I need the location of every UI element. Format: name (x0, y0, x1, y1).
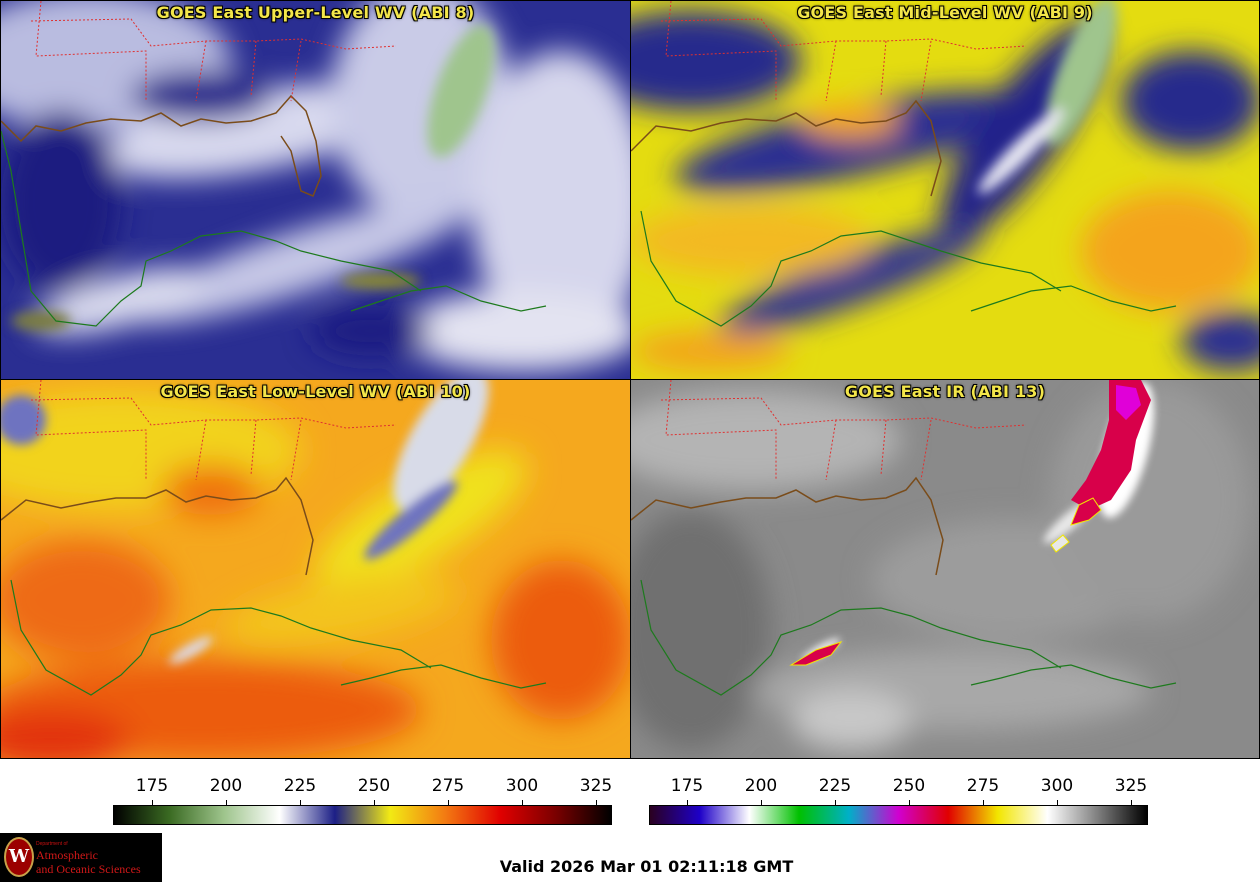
colorbar-tick-mark (761, 800, 762, 805)
upper-level-wv-image (1, 1, 630, 379)
panel-title: GOES East Mid-Level WV (ABI 9) (797, 3, 1093, 22)
colorbar-tick-mark (909, 800, 910, 805)
logo-line-1: Atmospheric (36, 848, 98, 862)
colorbar-tick-mark (374, 800, 375, 805)
colorbar-tick-mark (226, 800, 227, 805)
colorbar-tick-label: 300 (505, 776, 539, 796)
aos-logo: W Department of Atmospheric and Oceanic … (0, 833, 162, 882)
colorbar-tick-label: 175 (670, 776, 704, 796)
colorbar-tick-mark (835, 800, 836, 805)
colorbar-tick-mark (983, 800, 984, 805)
logo-dept-line: Department of (36, 841, 68, 847)
panel-title: GOES East Low-Level WV (ABI 10) (160, 382, 471, 401)
logo-line-2: and Oceanic Sciences (36, 862, 141, 876)
uw-seal-icon: W (4, 837, 34, 877)
colorbar-tick-mark (1057, 800, 1058, 805)
ir-colorbar (649, 805, 1148, 825)
colorbar-tick-label: 325 (1114, 776, 1148, 796)
panel-low-level-wv: GOES East Low-Level WV (ABI 10) (0, 379, 631, 759)
colorbar-tick-mark (1131, 800, 1132, 805)
mid-level-wv-image (631, 1, 1259, 379)
valid-time: Valid 2026 Mar 01 02:11:18 GMT (499, 857, 794, 876)
panel-upper-level-wv: GOES East Upper-Level WV (ABI 8) (0, 0, 631, 380)
panel-ir: GOES East IR (ABI 13) (630, 379, 1260, 759)
colorbar-tick-label: 275 (966, 776, 1000, 796)
colorbar-tick-label: 200 (744, 776, 778, 796)
colorbar-tick-mark (300, 800, 301, 805)
ir-image (631, 380, 1259, 758)
colorbar-tick-label: 200 (209, 776, 243, 796)
low-level-wv-image (1, 380, 630, 758)
colorbar-tick-label: 275 (431, 776, 465, 796)
colorbar-tick-label: 250 (892, 776, 926, 796)
colorbar-tick-label: 225 (818, 776, 852, 796)
panel-mid-level-wv: GOES East Mid-Level WV (ABI 9) (630, 0, 1260, 380)
colorbar-tick-mark (152, 800, 153, 805)
panel-title: GOES East Upper-Level WV (ABI 8) (156, 3, 475, 22)
colorbar-tick-label: 325 (579, 776, 613, 796)
colorbar-tick-mark (448, 800, 449, 805)
panel-title: GOES East IR (ABI 13) (844, 382, 1046, 401)
colorbar-tick-mark (596, 800, 597, 805)
colorbar-tick-mark (687, 800, 688, 805)
colorbar-tick-label: 225 (283, 776, 317, 796)
colorbar-tick-label: 300 (1040, 776, 1074, 796)
colorbar-tick-mark (522, 800, 523, 805)
wv-colorbar (113, 805, 612, 825)
colorbar-tick-label: 250 (357, 776, 391, 796)
colorbar-tick-label: 175 (135, 776, 169, 796)
